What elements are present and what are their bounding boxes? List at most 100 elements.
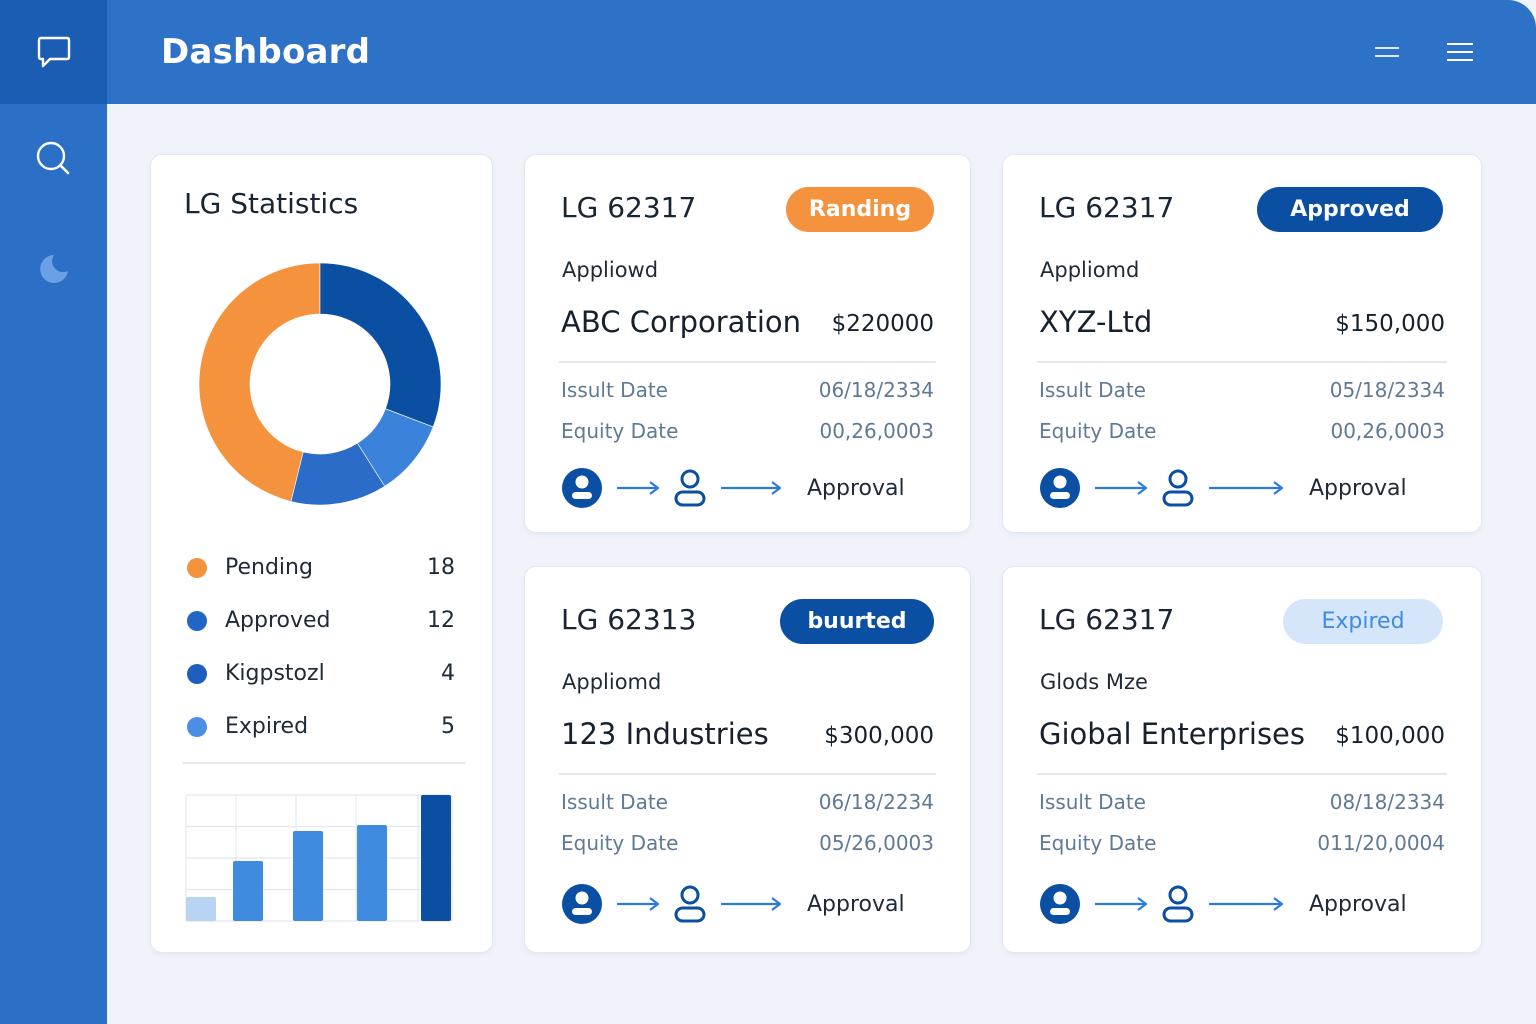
legend-dot <box>187 716 207 737</box>
lg-id: LG 62317 <box>1039 191 1175 224</box>
approval-flow: Approval <box>1039 881 1407 927</box>
arrow-right-icon <box>1095 897 1148 911</box>
legend-item: Pending 18 <box>187 541 455 594</box>
stats-divider <box>183 762 465 764</box>
bar-chart <box>185 794 453 922</box>
expiry-date-value: 00,26,0003 <box>819 419 934 443</box>
donut-chart <box>199 263 441 505</box>
approval-flow: Approval <box>561 465 905 511</box>
lg-status-text: Appliomd <box>1040 258 1140 282</box>
hamburger-menu-button[interactable] <box>1445 40 1475 68</box>
donut-slice-expired[interactable] <box>290 442 386 505</box>
moon-icon <box>39 255 68 283</box>
arrow-right-icon <box>617 897 660 911</box>
legend-label: Pending <box>225 555 313 580</box>
bar[interactable] <box>186 897 216 921</box>
lg-card[interactable]: LG 62317 Expired Glods Mze Giobal Enterpris… <box>1002 566 1482 953</box>
donut-slice-pending[interactable] <box>199 263 321 502</box>
user-avatar-icon <box>562 884 602 924</box>
search-icon <box>36 141 69 175</box>
header: Dashboard <box>107 0 1536 104</box>
sidebar-item-theme[interactable] <box>0 214 107 324</box>
issue-date-value: 06/18/2234 <box>818 790 934 814</box>
approval-label: Approval <box>807 891 905 917</box>
user-avatar-icon <box>562 468 602 508</box>
arrow-right-icon <box>721 481 782 495</box>
card-divider <box>559 773 936 775</box>
lg-card[interactable]: LG 62317 Approved Appliomd XYZ-Ltd $150,000 I… <box>1002 154 1482 533</box>
issue-date-label: Issult Date <box>1039 378 1146 402</box>
legend-dot <box>187 557 207 578</box>
lg-card[interactable]: LG 62317 Randing Appliowd ABC Corporation $2… <box>524 154 971 533</box>
hamburger-menu-icon <box>1447 43 1473 61</box>
legend-label: Approved <box>225 608 331 633</box>
legend-dot <box>187 663 207 684</box>
expiry-date-value: 011/20,0004 <box>1317 831 1445 855</box>
expiry-date-value: 05/26,0003 <box>819 831 934 855</box>
bar[interactable] <box>233 861 263 921</box>
lg-id: LG 62317 <box>561 191 697 224</box>
company-name: XYZ-Ltd <box>1039 305 1153 339</box>
approval-label: Approval <box>807 475 905 501</box>
lg-amount: $220000 <box>831 311 934 337</box>
legend-count: 4 <box>441 661 455 686</box>
legend-item: Expired 5 <box>187 700 455 753</box>
lg-amount: $150,000 <box>1335 311 1445 337</box>
card-divider <box>559 361 936 363</box>
arrow-right-icon <box>1095 481 1148 495</box>
page-title: Dashboard <box>161 32 371 72</box>
legend-count: 5 <box>441 714 455 739</box>
company-name: Giobal Enterprises <box>1039 717 1306 751</box>
status-badge: Expired <box>1283 599 1443 644</box>
sidebar-item-search[interactable] <box>0 104 107 214</box>
approval-label: Approval <box>1309 475 1407 501</box>
arrow-right-icon <box>721 897 782 911</box>
user-outline-icon <box>1162 469 1194 507</box>
status-badge: Approved <box>1257 187 1443 232</box>
status-badge: Randing <box>786 187 934 232</box>
arrow-right-icon <box>1209 897 1284 911</box>
sidebar-item-chat[interactable] <box>0 0 107 104</box>
lg-status-text: Appliomd <box>562 670 662 694</box>
lg-status-text: Appliowd <box>562 258 659 282</box>
arrow-right-icon <box>617 481 660 495</box>
expiry-date-label: Equity Date <box>561 419 679 443</box>
donut-slice-approved[interactable] <box>319 263 441 428</box>
user-avatar-icon <box>1040 468 1080 508</box>
approval-label: Approval <box>1309 891 1407 917</box>
lg-id: LG 62313 <box>561 603 697 636</box>
user-outline-icon <box>1162 885 1194 923</box>
expiry-date-value: 00,26,0003 <box>1330 419 1445 443</box>
issue-date-value: 06/18/2334 <box>818 378 934 402</box>
stats-legend: Pending 18 Approved 12 Kigpstozl 4 Expired 5 <box>187 541 455 753</box>
issue-date-value: 05/18/2334 <box>1329 378 1445 402</box>
sidebar <box>0 0 107 1024</box>
status-badge: buurted <box>780 599 934 644</box>
legend-item: Approved 12 <box>187 594 455 647</box>
card-divider <box>1037 773 1447 775</box>
expiry-date-label: Equity Date <box>561 831 679 855</box>
issue-date-label: Issult Date <box>1039 790 1146 814</box>
issue-date-value: 08/18/2334 <box>1329 790 1445 814</box>
bar[interactable] <box>421 795 451 921</box>
bar[interactable] <box>357 825 387 921</box>
approval-flow: Approval <box>561 881 905 927</box>
stats-title: LG Statistics <box>184 187 359 220</box>
bar[interactable] <box>293 831 323 921</box>
chat-bubble-icon <box>37 36 70 68</box>
lg-amount: $100,000 <box>1335 723 1445 749</box>
user-outline-icon <box>674 469 706 507</box>
collapse-menu-button[interactable] <box>1373 40 1401 66</box>
legend-label: Kigpstozl <box>225 661 325 686</box>
lg-card[interactable]: LG 62313 buurted Appliomd 123 Industries $30… <box>524 566 971 953</box>
expiry-date-label: Equity Date <box>1039 831 1157 855</box>
company-name: ABC Corporation <box>561 305 802 339</box>
issue-date-label: Issult Date <box>561 378 668 402</box>
lg-statistics-card: LG Statistics Pending 18 Approved 12 Kigpsto… <box>150 154 493 953</box>
collapse-menu-icon <box>1375 47 1399 57</box>
legend-count: 12 <box>427 608 455 633</box>
arrow-right-icon <box>1209 481 1284 495</box>
user-outline-icon <box>674 885 706 923</box>
legend-count: 18 <box>427 555 455 580</box>
user-avatar-icon <box>1040 884 1080 924</box>
